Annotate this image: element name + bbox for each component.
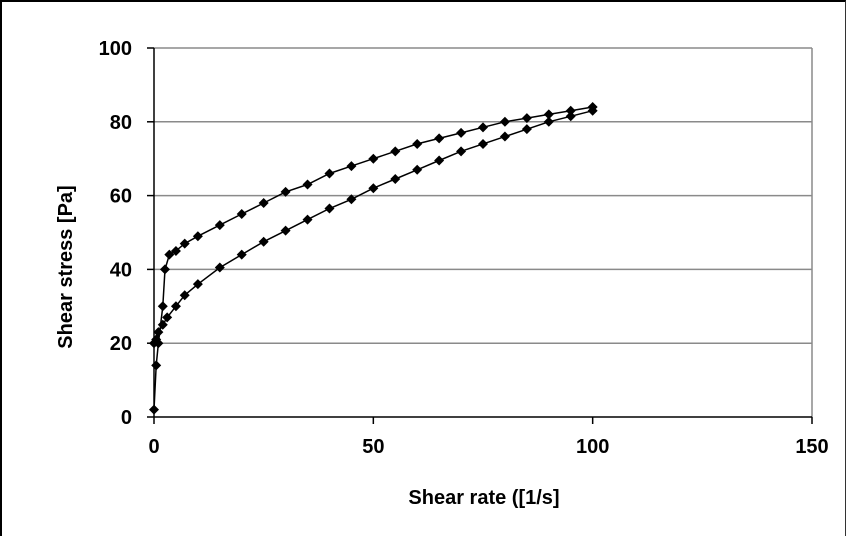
y-axis-title: Shear stress [Pa] — [55, 185, 77, 348]
data-point — [499, 116, 510, 127]
x-tick-label: 150 — [795, 436, 828, 458]
data-series — [149, 102, 598, 415]
data-point — [153, 327, 164, 338]
data-point — [368, 153, 379, 164]
data-point — [346, 194, 357, 205]
data-point — [258, 236, 269, 247]
data-point — [302, 214, 313, 225]
y-tick-label: 80 — [110, 112, 132, 134]
data-point — [346, 161, 357, 172]
data-point — [236, 209, 247, 220]
data-point — [587, 105, 598, 116]
x-tick-label: 100 — [576, 436, 609, 458]
data-point — [434, 133, 445, 144]
y-tick-label: 40 — [110, 259, 132, 281]
data-point — [478, 138, 488, 149]
data-point — [456, 127, 467, 138]
data-point — [179, 290, 190, 301]
data-point — [192, 231, 203, 242]
data-point — [236, 249, 247, 260]
data-point — [456, 146, 467, 157]
data-point — [170, 301, 181, 312]
data-point — [179, 238, 190, 249]
data-point — [164, 249, 175, 260]
y-tick-label: 0 — [121, 407, 132, 429]
data-point — [149, 404, 159, 415]
data-point — [157, 319, 168, 330]
y-tick-label: 60 — [110, 186, 132, 208]
data-point — [214, 220, 225, 231]
data-point — [324, 203, 335, 214]
data-point — [302, 179, 313, 190]
x-axis-title: Shear rate ([1/s] — [408, 487, 559, 509]
y-tick-labels: 0 20 40 60 80 100 — [99, 38, 132, 429]
y-tick-label: 20 — [110, 333, 132, 355]
data-point — [280, 225, 291, 236]
series-1-line — [153, 106, 593, 410]
data-point — [159, 264, 170, 275]
axes — [147, 47, 813, 424]
x-tick-label: 0 — [148, 436, 159, 458]
data-point — [151, 360, 162, 371]
data-point — [521, 113, 532, 124]
data-point — [478, 122, 488, 133]
data-point — [543, 116, 554, 127]
data-point — [565, 111, 576, 122]
data-point — [434, 155, 445, 166]
data-point — [412, 164, 423, 175]
data-point — [280, 186, 291, 197]
data-point — [543, 109, 554, 120]
data-point — [368, 183, 379, 194]
data-point — [324, 168, 335, 179]
data-point — [149, 338, 159, 349]
x-tick-labels: 0 50 100 150 — [148, 436, 828, 458]
data-point — [499, 131, 510, 142]
data-point — [157, 301, 168, 312]
data-point — [258, 197, 269, 208]
grid-lines — [154, 47, 813, 417]
data-point — [390, 146, 401, 157]
x-tick-label: 50 — [362, 436, 384, 458]
data-point — [390, 173, 401, 184]
data-point — [214, 262, 225, 273]
data-point — [521, 124, 532, 135]
data-point — [170, 245, 181, 256]
data-point — [565, 105, 576, 116]
data-point — [412, 138, 423, 149]
data-point — [162, 312, 173, 323]
data-point — [192, 279, 203, 290]
y-tick-label: 100 — [99, 38, 132, 60]
